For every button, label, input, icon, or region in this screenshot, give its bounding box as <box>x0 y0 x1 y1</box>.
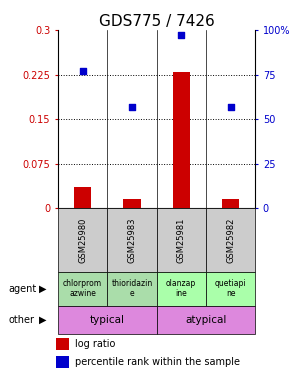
Bar <box>107 208 157 272</box>
Text: thioridazin
e: thioridazin e <box>111 279 153 298</box>
Text: other: other <box>9 315 35 325</box>
Bar <box>56 356 69 368</box>
Text: ▶: ▶ <box>39 315 47 325</box>
Bar <box>206 272 255 306</box>
Bar <box>157 272 206 306</box>
Bar <box>222 199 239 208</box>
Bar <box>173 72 190 208</box>
Text: agent: agent <box>9 284 37 294</box>
Text: GSM25982: GSM25982 <box>226 217 235 262</box>
Bar <box>157 306 255 334</box>
Bar <box>74 188 91 208</box>
Bar <box>58 306 157 334</box>
Text: ▶: ▶ <box>39 284 47 294</box>
Title: GDS775 / 7426: GDS775 / 7426 <box>99 14 215 29</box>
Bar <box>206 208 255 272</box>
Text: olanzap
ine: olanzap ine <box>166 279 196 298</box>
Text: chlorprom
azwine: chlorprom azwine <box>63 279 102 298</box>
Text: percentile rank within the sample: percentile rank within the sample <box>75 357 240 367</box>
Point <box>80 68 85 74</box>
Bar <box>58 272 107 306</box>
Text: quetiapi
ne: quetiapi ne <box>215 279 246 298</box>
Bar <box>56 338 69 350</box>
Point <box>228 104 233 110</box>
Text: GSM25983: GSM25983 <box>127 217 137 263</box>
Text: atypical: atypical <box>185 315 226 325</box>
Bar <box>58 208 107 272</box>
Text: GSM25980: GSM25980 <box>78 217 87 262</box>
Bar <box>107 272 157 306</box>
Text: log ratio: log ratio <box>75 339 115 349</box>
Point <box>179 32 184 38</box>
Point <box>130 104 134 110</box>
Bar <box>123 199 141 208</box>
Text: GSM25981: GSM25981 <box>177 217 186 262</box>
Bar <box>157 208 206 272</box>
Text: typical: typical <box>90 315 125 325</box>
